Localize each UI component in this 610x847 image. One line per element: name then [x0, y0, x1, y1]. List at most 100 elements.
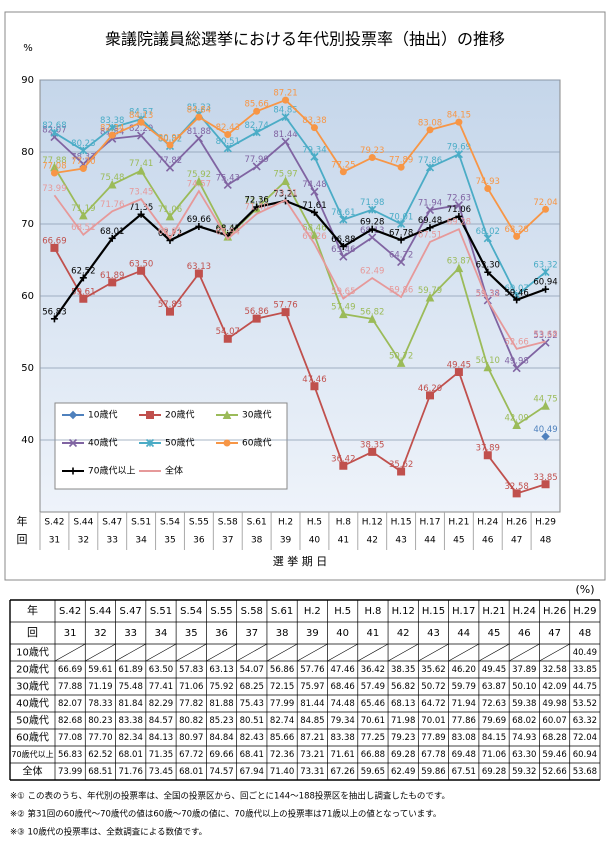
table-cell: 75.43	[240, 699, 264, 709]
x-tick-label: S.58	[218, 518, 238, 528]
series-line	[53, 166, 547, 427]
table-cell: 78.33	[88, 699, 112, 709]
value-label: 56.82	[360, 307, 384, 317]
point	[310, 187, 319, 196]
table-cell: 82.07	[58, 699, 82, 709]
point	[542, 285, 550, 293]
series-line	[53, 189, 546, 350]
empty-cell-slash	[478, 643, 510, 662]
x-number-label: 32	[78, 536, 89, 546]
point	[367, 314, 377, 323]
table-cell: 57.83	[179, 665, 203, 675]
table-cell: H.29	[573, 606, 596, 617]
series-line	[53, 199, 546, 320]
value-label: 68.02	[476, 227, 500, 237]
table-cell: 81.84	[119, 699, 143, 709]
table-cell: 77.88	[58, 682, 82, 692]
point	[426, 224, 434, 232]
table-cell: 33.85	[573, 665, 597, 675]
legend-label: 60歳代	[242, 437, 271, 449]
empty-cell-slash	[206, 643, 237, 662]
x-tick-label: H.21	[448, 518, 469, 528]
value-label: 77.41	[129, 159, 153, 169]
table-row-header: 20歳代	[16, 664, 49, 676]
value-label: 80.51	[216, 137, 240, 147]
table-cell: 42.09	[542, 682, 566, 692]
table-row-header: 10歳代	[16, 647, 49, 659]
series-line	[54, 99, 547, 238]
point	[484, 185, 492, 193]
table-cell: 59.46	[542, 750, 566, 760]
point	[252, 162, 261, 171]
table-cell: 66.69	[58, 665, 82, 675]
legend-label: 70歳代以上	[88, 465, 135, 477]
table-cell: 68.46	[330, 682, 354, 692]
value-label: 71.61	[302, 201, 326, 211]
x-tick-label: H.17	[420, 518, 441, 528]
series-line	[53, 247, 546, 495]
table-cell: 71.06	[179, 682, 203, 692]
value-label: 77.99	[244, 155, 268, 165]
series-line	[53, 112, 547, 297]
point	[223, 144, 232, 153]
table-cell: 67.94	[240, 767, 264, 777]
point	[281, 137, 290, 146]
point	[541, 480, 550, 489]
table-cell: 50.72	[421, 682, 445, 692]
footnote: ※① この表のうち、年代別の投票率は、全国の投票区から、回ごとに144～188投…	[10, 791, 450, 802]
table-cell: 47.46	[330, 665, 354, 675]
point	[79, 294, 88, 303]
table-cell: 56.83	[58, 750, 82, 760]
empty-cell-slash	[539, 643, 570, 662]
point	[195, 113, 203, 121]
table-cell: 59.32	[512, 767, 536, 777]
point	[339, 252, 348, 261]
y-axis-label: %	[23, 43, 33, 54]
point	[195, 222, 203, 230]
value-label: 72.04	[533, 198, 557, 208]
table-cell: 71.40	[270, 767, 294, 777]
value-label: 83.38	[302, 116, 326, 126]
point	[513, 296, 521, 304]
value-label: 47.46	[302, 375, 326, 385]
table-cell: 68.41	[240, 750, 264, 760]
value-label: 83.08	[418, 118, 442, 128]
value-label: 82.29	[129, 124, 153, 134]
point	[368, 225, 376, 233]
table-cell: 71.06	[482, 750, 506, 760]
table-cell: 49.98	[542, 699, 566, 709]
x-number-label: 40	[309, 536, 321, 546]
point	[137, 210, 145, 218]
value-label: 72.36	[244, 196, 268, 206]
table-cell: 84.85	[300, 716, 324, 726]
point	[50, 315, 58, 323]
value-label: 60.07	[504, 284, 528, 294]
point	[107, 179, 117, 189]
point	[50, 243, 59, 252]
table-cell: 40.49	[573, 648, 597, 658]
value-label: 59.38	[476, 289, 500, 299]
point	[136, 166, 146, 175]
value-label: 59.65	[331, 287, 355, 297]
value-label: 85.66	[244, 100, 268, 110]
value-label: 72.15	[244, 197, 268, 207]
table-cell: 69.28	[482, 767, 506, 777]
table-cell: H.8	[364, 606, 381, 617]
table-cell: 82.34	[119, 733, 143, 743]
table-cell: 79.34	[330, 716, 354, 726]
x-tick-label: S.61	[247, 518, 267, 528]
value-label: 67.94	[216, 227, 240, 237]
value-label: 82.34	[100, 124, 124, 134]
y-tick-label: 60	[21, 291, 34, 302]
point	[165, 163, 175, 172]
point	[455, 118, 463, 126]
point	[512, 420, 521, 429]
x-number-label: 44	[424, 536, 436, 546]
point	[69, 467, 77, 475]
x-number-label: 39	[280, 536, 292, 546]
empty-cell-slash	[297, 643, 328, 662]
footnote: ※② 第31回の60歳代～70歳代の値は60歳～70歳の値に、70歳代以上の投票…	[10, 809, 441, 820]
table-cell: 37	[245, 628, 258, 639]
table-cell: 71.94	[452, 699, 476, 709]
value-label: 49.98	[504, 357, 528, 367]
